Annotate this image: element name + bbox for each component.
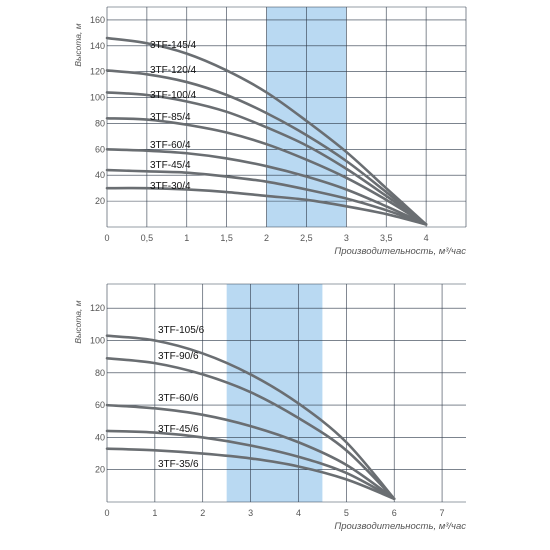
chart-3tf-6: 0 1 2 3 4 5 6 7 20 40 60 80 100 120 Высота, м Производи… [73, 283, 466, 532]
series-label: 3TF-30/4 [150, 181, 191, 192]
series-line [105, 429, 396, 501]
x-tick-label: 2,5 [300, 233, 313, 243]
x-tick-label: 1 [152, 508, 157, 518]
series-line [105, 69, 428, 226]
series-label: 3TF-120/4 [150, 65, 197, 76]
y-tick-label: 140 [90, 41, 105, 51]
x-tick-label: 1 [184, 233, 189, 243]
y-tick-label: 100 [90, 93, 105, 103]
y-tick-label: 80 [95, 118, 105, 128]
y-tick-label: 20 [95, 196, 105, 206]
series-line [105, 148, 428, 226]
x-tick-label: 0,5 [141, 233, 154, 243]
series-label: 3TF-60/4 [150, 140, 191, 151]
series-label: 3TF-45/6 [158, 424, 199, 435]
y-tick-label: 60 [95, 144, 105, 154]
series-line [105, 186, 428, 226]
series-label: 3TF-45/4 [150, 160, 191, 171]
y-tick-label: 160 [90, 15, 105, 25]
series-line [105, 168, 428, 226]
series-line [105, 403, 396, 501]
operating-band [226, 284, 323, 502]
x-tick-label: 4 [424, 233, 429, 243]
y-tick-label: 40 [95, 170, 105, 180]
y-tick-label: 80 [95, 368, 105, 378]
x-tick-label: 7 [440, 508, 445, 518]
y-tick-label: 40 [95, 432, 105, 442]
y-tick-label: 60 [95, 400, 105, 410]
y-axis-label: Высота, м [73, 23, 83, 66]
y-tick-label: 120 [90, 67, 105, 77]
x-tick-label: 1,5 [220, 233, 233, 243]
x-tick-label: 0 [104, 233, 109, 243]
series-label: 3TF-145/4 [150, 40, 197, 51]
x-tick-label: 2 [200, 508, 205, 518]
chart-3tf-4: 0 0,5 1 1,5 2 2,5 3 3,5 4 20 40 60 80 100 120 140 160 Выс… [73, 6, 467, 257]
series-line [105, 91, 428, 226]
x-tick-label: 2 [264, 233, 269, 243]
series-line [105, 447, 396, 501]
x-tick-label: 6 [392, 508, 397, 518]
x-axis-label: Производительность, м³/час [334, 246, 466, 257]
x-tick-label: 3 [248, 508, 253, 518]
series-label: 3TF-105/6 [158, 325, 205, 336]
series-label: 3TF-100/4 [150, 90, 197, 101]
x-axis-label: Производительность, м³/час [334, 521, 466, 532]
series-label: 3TF-60/6 [158, 393, 199, 404]
x-tick-label: 0 [104, 508, 109, 518]
x-tick-label: 4 [296, 508, 301, 518]
series-line [105, 356, 396, 501]
x-tick-label: 3,5 [380, 233, 393, 243]
x-tick-label: 5 [344, 508, 349, 518]
series-line [105, 116, 428, 226]
x-tick-label: 3 [344, 233, 349, 243]
y-tick-label: 100 [90, 336, 105, 346]
series-label: 3TF-90/6 [158, 351, 199, 362]
series-label: 3TF-35/6 [158, 459, 199, 470]
y-tick-label: 120 [90, 303, 105, 313]
y-tick-label: 20 [95, 465, 105, 475]
series-line [105, 334, 396, 501]
series-label: 3TF-85/4 [150, 112, 191, 123]
y-axis-label: Высота, м [73, 300, 83, 343]
series-line [105, 36, 428, 226]
